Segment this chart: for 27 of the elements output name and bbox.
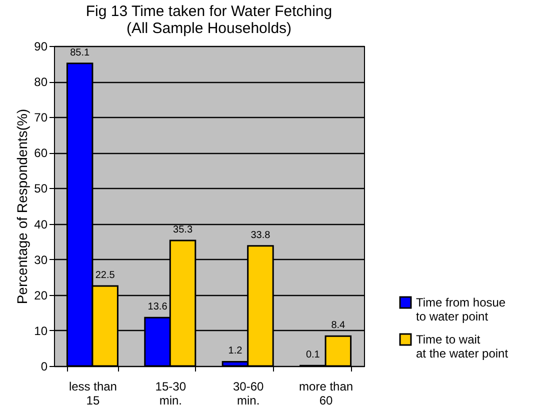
y-tick-label: 20 bbox=[34, 288, 48, 302]
data-label: 85.1 bbox=[70, 47, 90, 58]
x-tick-label: 15-30 min. bbox=[155, 380, 186, 408]
data-label: 22.5 bbox=[95, 270, 116, 281]
y-axis-title: Percentage of Respondents(%) bbox=[14, 108, 30, 304]
chart-title: Fig 13 Time taken for Water Fetching bbox=[86, 3, 332, 20]
y-tick-label: 40 bbox=[34, 217, 48, 232]
chart-subtitle: (All Sample Households) bbox=[126, 20, 292, 37]
y-tick-label: 70 bbox=[34, 110, 48, 125]
y-tick-label: 10 bbox=[34, 324, 48, 338]
y-tick-label: 30 bbox=[34, 252, 48, 267]
legend-label: Time from hosue to water point bbox=[416, 296, 506, 324]
y-tick-label: 50 bbox=[34, 182, 48, 196]
x-tick-label: less than 15 bbox=[68, 380, 117, 408]
data-label: 33.8 bbox=[250, 230, 271, 241]
y-tick-label: 60 bbox=[34, 146, 48, 160]
y-tick-label: 80 bbox=[34, 75, 48, 90]
data-label: 0.1 bbox=[306, 350, 320, 361]
data-label: 1.2 bbox=[228, 346, 243, 357]
x-tick-label: 30-60 min. bbox=[232, 380, 264, 408]
data-label: 35.3 bbox=[173, 224, 193, 236]
data-label: 13.6 bbox=[148, 302, 168, 313]
data-label: 8.4 bbox=[331, 320, 346, 332]
legend-label: Time to wait at the water point bbox=[416, 332, 509, 360]
y-tick-label: 0 bbox=[40, 360, 48, 374]
x-tick-label: more than 60 bbox=[299, 380, 354, 408]
y-tick-label: 90 bbox=[34, 40, 48, 54]
